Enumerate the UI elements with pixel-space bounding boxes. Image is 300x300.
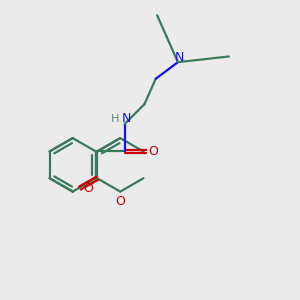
Text: H: H bbox=[111, 114, 119, 124]
Text: O: O bbox=[115, 195, 125, 208]
Text: N: N bbox=[175, 51, 184, 64]
Text: N: N bbox=[122, 112, 131, 125]
Text: O: O bbox=[83, 182, 93, 195]
Text: O: O bbox=[148, 145, 158, 158]
